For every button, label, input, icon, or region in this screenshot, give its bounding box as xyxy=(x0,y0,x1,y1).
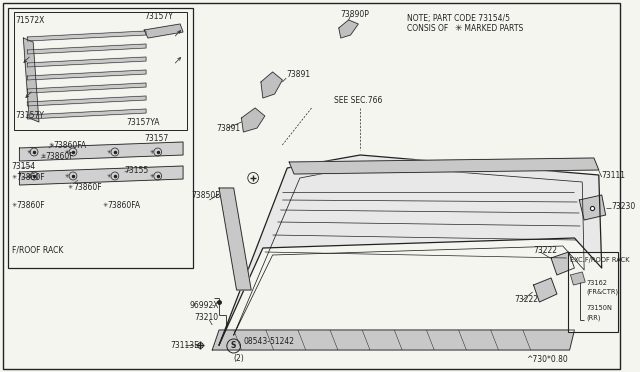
Text: ✳: ✳ xyxy=(26,173,31,179)
Text: ✳: ✳ xyxy=(65,173,70,179)
Text: 73157YA: 73157YA xyxy=(127,118,160,126)
Text: (FR&CTR): (FR&CTR) xyxy=(586,289,618,295)
Text: 73162: 73162 xyxy=(586,280,607,286)
Polygon shape xyxy=(28,70,146,80)
Text: ✳: ✳ xyxy=(68,185,74,189)
Text: 73891: 73891 xyxy=(216,124,240,132)
Polygon shape xyxy=(28,109,146,119)
Text: 71572X: 71572X xyxy=(15,16,45,25)
Text: ✳: ✳ xyxy=(65,150,70,154)
Text: (RR): (RR) xyxy=(586,315,600,321)
Text: 73860FA: 73860FA xyxy=(54,141,86,150)
Polygon shape xyxy=(289,158,599,174)
Polygon shape xyxy=(144,24,183,38)
Polygon shape xyxy=(28,31,146,41)
Text: ^730*0.80: ^730*0.80 xyxy=(526,356,568,365)
Polygon shape xyxy=(219,188,251,290)
Polygon shape xyxy=(28,96,146,106)
Text: 73154: 73154 xyxy=(12,161,36,170)
Text: 73230: 73230 xyxy=(611,202,636,211)
Polygon shape xyxy=(339,20,358,38)
Text: ✳: ✳ xyxy=(49,142,54,148)
Text: ✳: ✳ xyxy=(26,150,31,154)
Text: 73860F: 73860F xyxy=(46,151,74,160)
Polygon shape xyxy=(579,195,605,220)
Text: 96992X: 96992X xyxy=(190,301,220,310)
Text: 73111: 73111 xyxy=(602,170,626,180)
Text: EXC.F/ROOF RACK: EXC.F/ROOF RACK xyxy=(570,257,629,263)
Polygon shape xyxy=(261,72,282,98)
Text: CONSIS OF: CONSIS OF xyxy=(407,23,451,32)
Text: ✳: ✳ xyxy=(454,23,462,32)
Text: 08543-51242: 08543-51242 xyxy=(243,337,294,346)
Polygon shape xyxy=(19,166,183,185)
Polygon shape xyxy=(570,272,585,285)
Text: 73860FA: 73860FA xyxy=(107,201,140,209)
Text: NOTE; PART CODE 73154/5: NOTE; PART CODE 73154/5 xyxy=(407,13,510,22)
Polygon shape xyxy=(28,57,146,67)
Text: ✳: ✳ xyxy=(150,173,155,179)
Text: (2): (2) xyxy=(234,353,244,362)
Polygon shape xyxy=(24,38,39,122)
Text: ✳: ✳ xyxy=(150,150,155,154)
Text: ✳: ✳ xyxy=(12,202,17,208)
Text: SEE SEC.766: SEE SEC.766 xyxy=(334,96,382,105)
Text: 73890P: 73890P xyxy=(340,10,370,19)
Text: 73850B: 73850B xyxy=(192,190,221,199)
Text: 73157: 73157 xyxy=(144,134,168,142)
Bar xyxy=(13,12,187,130)
Polygon shape xyxy=(551,252,575,275)
Text: 73210: 73210 xyxy=(195,314,219,323)
Text: 73860F: 73860F xyxy=(73,183,102,192)
Text: F/ROOF RACK: F/ROOF RACK xyxy=(12,246,63,254)
Text: 73157Y: 73157Y xyxy=(144,12,173,20)
Text: ✳: ✳ xyxy=(107,150,112,154)
Text: ✳: ✳ xyxy=(41,154,46,158)
Text: ✳: ✳ xyxy=(102,202,108,208)
Polygon shape xyxy=(219,155,602,345)
Text: S: S xyxy=(231,341,236,350)
Text: 73891: 73891 xyxy=(286,70,310,78)
Polygon shape xyxy=(28,83,146,93)
Bar xyxy=(8,8,193,268)
Text: 73113E: 73113E xyxy=(170,340,199,350)
Polygon shape xyxy=(19,142,183,161)
Text: 73860F: 73860F xyxy=(17,201,45,209)
Bar xyxy=(568,252,618,332)
Text: 73222: 73222 xyxy=(534,246,557,254)
Polygon shape xyxy=(241,108,265,132)
Polygon shape xyxy=(28,44,146,54)
Text: ✳: ✳ xyxy=(12,174,17,180)
Text: ✳: ✳ xyxy=(107,173,112,179)
Text: 73155: 73155 xyxy=(125,166,149,174)
Text: 73150N: 73150N xyxy=(586,305,612,311)
Text: MARKED PARTS: MARKED PARTS xyxy=(461,23,523,32)
Text: 73860F: 73860F xyxy=(17,173,45,182)
Polygon shape xyxy=(534,278,557,302)
Polygon shape xyxy=(212,330,575,350)
Text: 73157Y: 73157Y xyxy=(15,110,44,119)
Text: 73222: 73222 xyxy=(514,295,538,305)
